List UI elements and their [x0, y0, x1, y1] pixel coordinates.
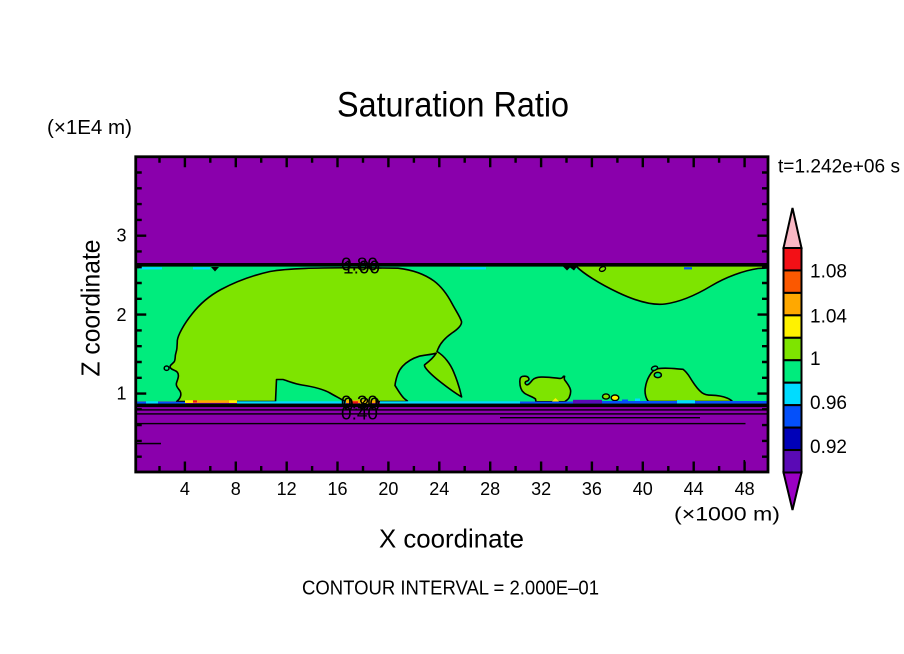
svg-text:1.08: 1.08: [810, 262, 847, 283]
svg-text:(×1000 m): (×1000 m): [674, 504, 780, 526]
svg-text:48: 48: [735, 479, 755, 499]
svg-text:X coordinate: X coordinate: [379, 524, 524, 554]
svg-text:1.00: 1.00: [343, 257, 380, 278]
svg-text:36: 36: [582, 479, 602, 499]
svg-text:Z coordinate: Z coordinate: [76, 240, 106, 377]
svg-text:28: 28: [480, 479, 500, 499]
svg-text:2: 2: [116, 305, 126, 325]
svg-text:4: 4: [180, 479, 190, 499]
svg-text:1: 1: [810, 349, 821, 370]
svg-text:24: 24: [429, 479, 449, 499]
svg-text:CONTOUR INTERVAL = 2.000E–01: CONTOUR INTERVAL = 2.000E–01: [302, 578, 599, 600]
svg-text:16: 16: [327, 479, 347, 499]
svg-text:44: 44: [684, 479, 704, 499]
svg-text:40: 40: [633, 479, 653, 499]
svg-text:t=1.242e+06 s: t=1.242e+06 s: [778, 157, 900, 178]
svg-text:20: 20: [378, 479, 398, 499]
svg-text:0.80: 0.80: [341, 254, 378, 275]
svg-text:0.40: 0.40: [341, 403, 378, 424]
svg-text:32: 32: [531, 479, 551, 499]
svg-text:(×1E4 m): (×1E4 m): [47, 117, 132, 139]
svg-text:0.92: 0.92: [810, 437, 847, 458]
svg-text:0.20: 0.20: [341, 392, 378, 413]
svg-text:8: 8: [231, 479, 241, 499]
svg-text:0.96: 0.96: [810, 393, 847, 414]
svg-text:0.80: 0.80: [343, 394, 380, 415]
svg-text:1.04: 1.04: [810, 306, 847, 327]
svg-text:12: 12: [277, 479, 297, 499]
svg-text:1: 1: [116, 384, 126, 404]
svg-text:Saturation Ratio: Saturation Ratio: [337, 86, 569, 125]
svg-text:3: 3: [116, 225, 126, 245]
